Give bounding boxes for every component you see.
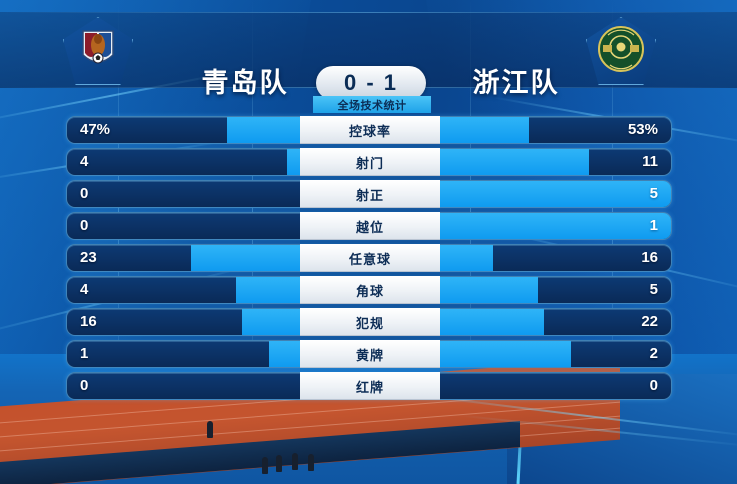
stat-label-text: 角球 xyxy=(355,283,384,299)
background-stripe xyxy=(612,0,613,420)
match-header: 青岛队 0 - 1 浙江队 xyxy=(0,12,737,100)
away-stat-value: 5 xyxy=(649,281,658,298)
home-stat-value: 1 xyxy=(80,345,89,362)
stat-row: 16 22 犯规 xyxy=(66,308,672,336)
home-stat-value: 0 xyxy=(80,185,89,202)
stats-subtitle-banner: 全场技术统计 xyxy=(313,96,431,113)
stat-label-box: 射正 xyxy=(300,180,440,208)
person-figure xyxy=(308,454,314,471)
person-figure xyxy=(292,453,298,470)
stat-row: 0 0 红牌 xyxy=(66,372,672,400)
home-stat-value: 4 xyxy=(80,281,89,298)
stat-label-text: 任意球 xyxy=(348,251,391,267)
home-stat-value: 0 xyxy=(80,217,89,234)
home-stat-value: 23 xyxy=(80,249,97,266)
away-stat-value: 11 xyxy=(642,153,658,170)
stat-label-text: 犯规 xyxy=(355,315,384,331)
stat-label-box: 越位 xyxy=(300,212,440,240)
stat-label-text: 射门 xyxy=(355,155,384,171)
stat-row: 47% 53% 控球率 xyxy=(66,116,672,144)
stat-row: 1 2 黄牌 xyxy=(66,340,672,368)
stat-label-text: 越位 xyxy=(355,219,384,235)
person-figure xyxy=(207,421,213,438)
stat-label-text: 红牌 xyxy=(355,379,384,395)
stat-label-box: 控球率 xyxy=(300,116,440,144)
away-stat-value: 0 xyxy=(649,377,658,394)
stat-label-box: 黄牌 xyxy=(300,340,440,368)
home-stat-value: 16 xyxy=(80,313,97,330)
stats-panel: 47% 53% 控球率 4 11 射门 0 5 射正 0 1 越位 23 16 任意球 4 5 角球 16 22 犯规 1… xyxy=(66,116,672,404)
stat-row: 23 16 任意球 xyxy=(66,244,672,272)
stat-label-box: 角球 xyxy=(300,276,440,304)
qingdao-crest xyxy=(63,17,133,85)
home-stat-value: 47% xyxy=(80,121,111,138)
stat-label-box: 犯规 xyxy=(300,308,440,336)
away-stat-value: 2 xyxy=(649,345,658,362)
greentown-crest xyxy=(586,17,656,85)
background-stripe xyxy=(118,0,119,420)
stat-label-box: 任意球 xyxy=(300,244,440,272)
stat-label-box: 红牌 xyxy=(300,372,440,400)
background-stripe xyxy=(470,0,471,420)
away-stat-value: 22 xyxy=(641,313,658,330)
person-figure xyxy=(276,455,282,472)
away-stat-value: 16 xyxy=(641,249,658,266)
person-figure xyxy=(262,457,268,474)
home-stat-value: 0 xyxy=(80,377,89,394)
stat-row: 4 5 角球 xyxy=(66,276,672,304)
stat-row: 4 11 射门 xyxy=(66,148,672,176)
stat-label-text: 控球率 xyxy=(348,123,391,139)
away-stat-value: 1 xyxy=(649,217,658,234)
stat-label-box: 射门 xyxy=(300,148,440,176)
background-stripe xyxy=(252,0,253,420)
scoreline: 0 - 1 xyxy=(316,66,426,100)
away-stat-value: 53% xyxy=(627,121,658,138)
stat-bar-track xyxy=(66,180,672,208)
stat-row: 0 1 越位 xyxy=(66,212,672,240)
away-stat-value: 5 xyxy=(649,185,658,202)
stat-label-text: 射正 xyxy=(355,187,384,203)
stat-row: 0 5 射正 xyxy=(66,180,672,208)
stat-label-text: 黄牌 xyxy=(355,347,384,363)
home-team-name: 青岛队 xyxy=(201,68,289,98)
stats-subtitle-text: 全场技术统计 xyxy=(337,99,407,112)
away-team-name: 浙江队 xyxy=(472,68,560,98)
home-stat-value: 4 xyxy=(80,153,89,170)
score-text: 0 - 1 xyxy=(343,70,399,95)
